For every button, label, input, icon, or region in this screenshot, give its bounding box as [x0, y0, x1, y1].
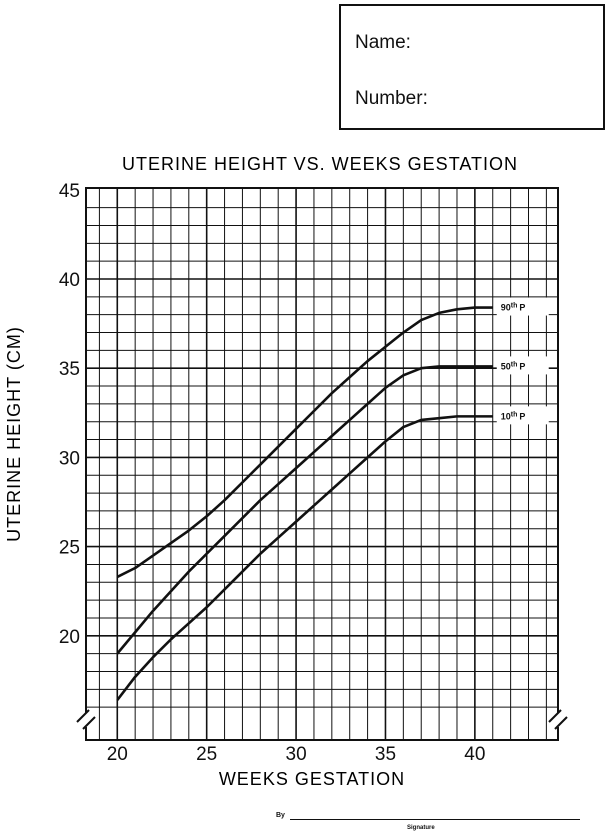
y-tick-label: 40	[59, 270, 80, 291]
signature-line[interactable]	[290, 819, 580, 820]
curve-label-10th: 10th P	[496, 406, 549, 425]
x-tick-label: 40	[464, 744, 485, 765]
patient-id-box: Name: Number:	[339, 4, 605, 130]
curve-90th-percentile	[116, 306, 493, 579]
uterine-height-chart: UTERINE HEIGHT VS. WEEKS GESTATION 90th P…	[4, 154, 568, 789]
chart-grid	[76, 187, 568, 741]
curve-label-90th: 90th P	[496, 297, 549, 316]
curve-50th-percentile	[116, 365, 493, 655]
x-tick-label: 25	[196, 744, 217, 765]
chart-title: UTERINE HEIGHT VS. WEEKS GESTATION	[122, 154, 518, 174]
y-tick-label: 45	[59, 181, 80, 202]
plot-frame	[85, 187, 559, 741]
x-axis-label: WEEKS GESTATION	[219, 769, 405, 789]
y-tick-label: 30	[59, 448, 80, 469]
x-tick-label: 35	[375, 744, 396, 765]
y-tick-label: 35	[59, 359, 80, 380]
signature-caption: Signature	[407, 825, 435, 831]
axis-break-mark	[548, 709, 568, 730]
x-tick-label: 20	[107, 744, 128, 765]
signature-by-label: By	[276, 812, 285, 819]
y-tick-label: 20	[59, 627, 80, 648]
y-axis-label: UTERINE HEIGHT (CM)	[4, 326, 24, 542]
y-tick-label: 25	[59, 538, 80, 559]
x-tick-label: 30	[286, 744, 307, 765]
number-field-label[interactable]: Number:	[355, 88, 428, 109]
curve-label-50th: 50th P	[496, 356, 549, 375]
percentile-curves: 90th P 50th P 10th P	[116, 297, 549, 701]
curve-10th-percentile	[116, 415, 493, 701]
tick-labels: 20 25 30 35 40 45 20 25 30 35 40	[59, 181, 486, 765]
axis-break-mark	[76, 709, 96, 730]
name-field-label[interactable]: Name:	[355, 32, 411, 53]
